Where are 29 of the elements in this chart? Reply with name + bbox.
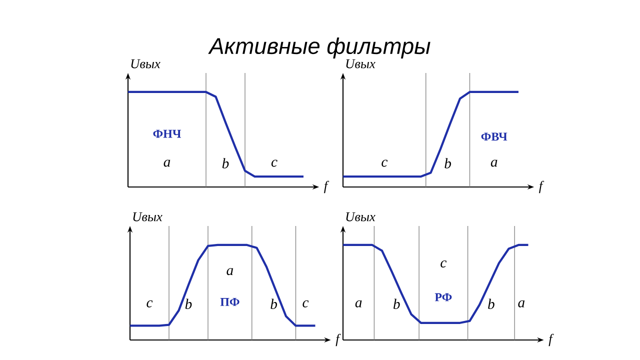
annotation: ФНЧ: [153, 130, 182, 138]
annotation: b: [222, 158, 229, 168]
annotation: b: [444, 158, 452, 168]
x-axis-title: f: [324, 180, 330, 194]
annotation: c: [271, 160, 278, 167]
annotation: c: [382, 160, 388, 167]
x-axis-title: f: [336, 334, 341, 346]
y-axis-title: Uвых: [131, 59, 160, 68]
annotation: b: [270, 298, 278, 310]
y-axis-title: Uвых: [346, 212, 376, 222]
annotation: c: [146, 300, 153, 308]
annotation: b: [185, 298, 192, 310]
annotation: РФ: [434, 293, 452, 302]
y-axis-title: Uвых: [346, 59, 376, 68]
x-axis-title: f: [548, 334, 554, 346]
annotation: a: [226, 268, 234, 276]
annotation: b: [394, 298, 400, 310]
annotation: ФВЧ: [481, 132, 508, 141]
annotation: a: [164, 160, 170, 167]
y-axis-title: Uвых: [133, 212, 162, 222]
annotation: c: [440, 260, 447, 268]
x-axis-title: f: [538, 180, 544, 194]
annotation: ПФ: [220, 298, 240, 306]
annotation: a: [490, 160, 498, 167]
annotation: a: [355, 300, 362, 308]
annotation: c: [302, 300, 309, 308]
annotation: b: [488, 298, 494, 310]
annotation: a: [518, 300, 525, 308]
chart-title: Активные фильтры: [208, 37, 430, 59]
